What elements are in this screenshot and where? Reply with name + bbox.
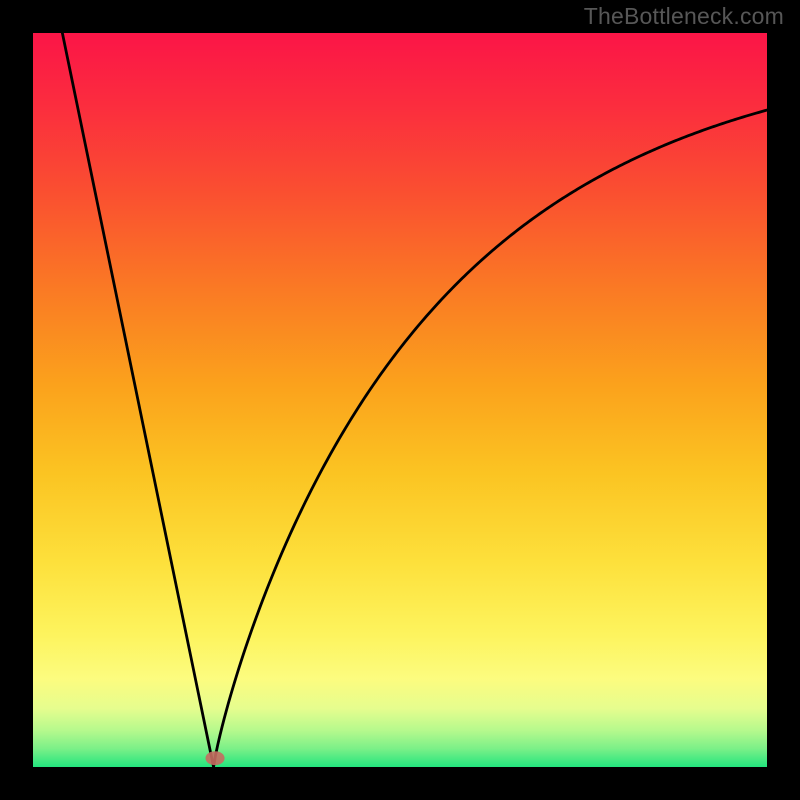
- plot-svg: [33, 33, 767, 767]
- watermark-text: TheBottleneck.com: [584, 3, 784, 30]
- gradient-background: [33, 33, 767, 767]
- plot-area: [33, 33, 767, 767]
- optimum-marker: [205, 751, 224, 765]
